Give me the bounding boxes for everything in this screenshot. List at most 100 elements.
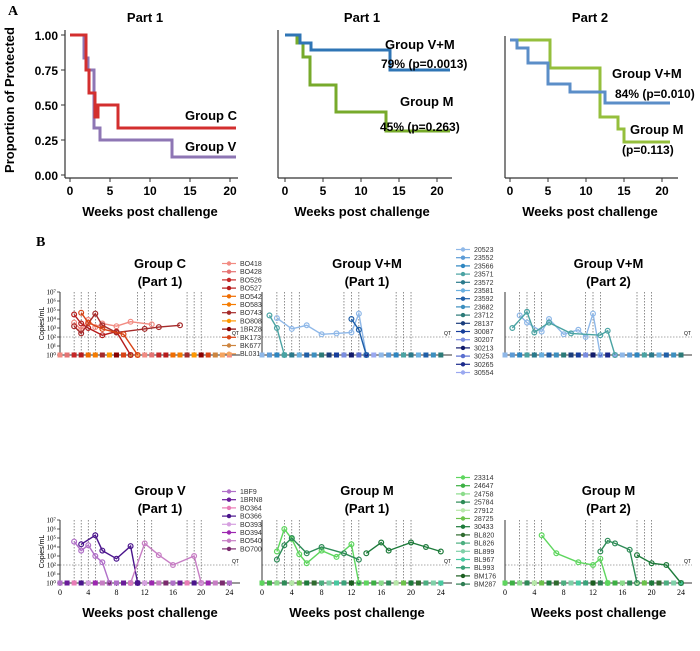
legend-marker xyxy=(460,329,466,334)
plot-title: Group V xyxy=(134,483,186,498)
baseline-marker xyxy=(517,580,523,586)
data-point xyxy=(169,561,176,568)
data-point xyxy=(597,332,604,339)
legend-marker xyxy=(460,573,466,579)
data-point xyxy=(604,327,611,334)
y-tick-label: 10⁰ xyxy=(46,580,56,588)
baseline-marker xyxy=(319,352,325,358)
y-tick-label: 10⁶ xyxy=(47,526,57,534)
data-point xyxy=(340,550,347,557)
data-point xyxy=(516,312,523,319)
baseline-marker xyxy=(627,352,633,358)
data-point xyxy=(575,559,582,566)
baseline-marker xyxy=(408,580,414,586)
x-tick-label: 0 xyxy=(67,184,74,198)
x-tick-label: 20 xyxy=(655,184,669,198)
legend-entry: BO527 xyxy=(240,286,262,293)
baseline-marker xyxy=(378,352,384,358)
legend-entry: 28137 xyxy=(474,321,494,328)
baseline-marker xyxy=(583,352,589,358)
x-tick-label: 10 xyxy=(143,184,157,198)
data-point xyxy=(71,311,78,318)
baseline-marker xyxy=(289,352,295,358)
y-tick-label: 10⁵ xyxy=(47,307,57,315)
group-m-part2-curve xyxy=(510,38,670,144)
legend-marker xyxy=(460,263,466,269)
legend-entry: BL899 xyxy=(474,549,494,556)
viral-load-series xyxy=(80,534,139,584)
baseline-marker xyxy=(212,580,218,586)
data-point xyxy=(633,552,640,559)
legend-marker xyxy=(460,540,466,546)
qt-label: QT xyxy=(232,331,239,337)
x-tick-label: 24 xyxy=(437,588,445,597)
legend-marker xyxy=(226,530,232,535)
data-point xyxy=(113,555,120,562)
baseline-marker xyxy=(561,580,567,586)
baseline-marker xyxy=(64,580,70,586)
baseline-marker xyxy=(386,580,392,586)
viral-load-series xyxy=(350,318,367,356)
baseline-marker xyxy=(177,352,183,358)
panel-b-label: B xyxy=(36,235,45,250)
legend-entry: 23572 xyxy=(474,280,494,287)
baseline-marker xyxy=(106,352,112,358)
y-tick-label: 10⁰ xyxy=(46,352,56,360)
baseline-marker xyxy=(415,580,421,586)
baseline-marker xyxy=(348,580,354,586)
baseline-marker xyxy=(219,352,225,358)
x-axis-label: Weeks post challenge xyxy=(82,204,218,219)
baseline-marker xyxy=(266,352,272,358)
baseline-marker xyxy=(289,580,295,586)
baseline-marker xyxy=(149,580,155,586)
baseline-marker xyxy=(191,352,197,358)
x-tick-label: 0 xyxy=(260,588,264,597)
baseline-marker xyxy=(78,580,84,586)
legend-entry: 1BF9 xyxy=(240,489,257,496)
group-vm-part2-label: Group V+M xyxy=(612,66,682,81)
data-point xyxy=(127,352,134,359)
baseline-marker xyxy=(575,580,581,586)
baseline-marker xyxy=(561,352,567,358)
baseline-marker xyxy=(634,352,640,358)
legend-marker xyxy=(226,285,232,291)
x-tick-label: 0 xyxy=(503,588,507,597)
baseline-marker xyxy=(401,352,407,358)
qt-label: QT xyxy=(444,331,451,337)
x-tick-label: 15 xyxy=(183,184,197,198)
data-point xyxy=(545,319,552,326)
km-chart-3-title: Part 2 xyxy=(572,10,608,25)
baseline-marker xyxy=(78,352,84,358)
data-point xyxy=(78,547,85,554)
x-tick-label: 4 xyxy=(290,588,294,597)
legend-marker xyxy=(226,546,232,552)
km-chart-2-title: Part 1 xyxy=(344,10,380,25)
data-point xyxy=(633,579,640,586)
y-tick-label: 1.00 xyxy=(35,29,59,43)
plot-subtitle: (Part 1) xyxy=(345,501,390,516)
baseline-marker xyxy=(539,352,545,358)
group-v-label: Group V xyxy=(185,139,237,154)
legend-entry: 23682 xyxy=(474,304,494,311)
legend-marker xyxy=(460,304,466,310)
baseline-marker xyxy=(605,352,611,358)
baseline-marker xyxy=(319,580,325,586)
legend-entry: 30213 xyxy=(474,345,494,352)
viral-load-plot-6: Group M (Part 2) QT 0 4 8 12 16 20 24 Weeks post c… xyxy=(502,483,692,620)
baseline-marker xyxy=(212,352,218,358)
panel-a-y-axis-label: Proportion of Protected xyxy=(2,27,17,173)
data-point xyxy=(348,329,355,336)
legend-marker xyxy=(460,247,466,252)
viral-load-plot-4: Group V (Part 1) QT 10⁰10¹10²10³10⁴10⁵10⁶10… xyxy=(39,483,263,620)
data-point xyxy=(318,547,325,554)
plot-title: Group V+M xyxy=(574,256,644,271)
baseline-marker xyxy=(85,580,91,586)
baseline-marker xyxy=(401,580,407,586)
viral-load-series xyxy=(599,539,638,584)
baseline-marker xyxy=(99,352,105,358)
data-point xyxy=(589,310,596,317)
plot-subtitle: (Part 1) xyxy=(138,274,183,289)
baseline-marker xyxy=(266,580,272,586)
data-point xyxy=(99,547,106,554)
